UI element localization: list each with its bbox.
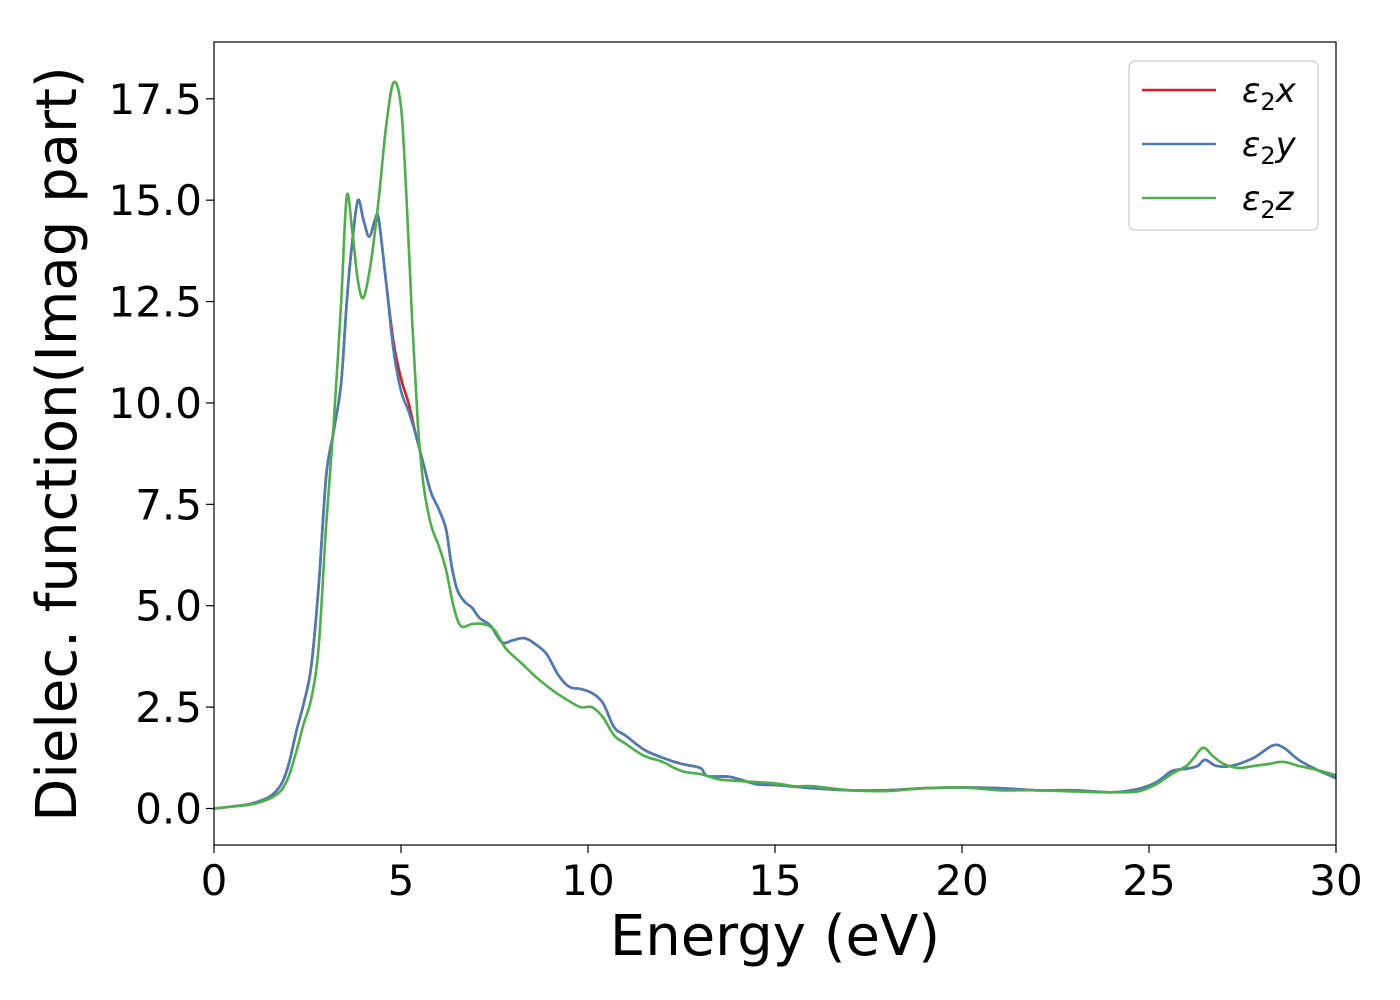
x-tick-label: 15	[748, 856, 801, 905]
series-line-x	[213, 198, 1337, 810]
x-tick-label: 5	[388, 856, 415, 905]
x-axis: 0 5 10 15 20 25 30	[201, 845, 1363, 905]
series-line-z	[213, 80, 1337, 810]
x-axis-title: Energy (eV)	[610, 904, 940, 969]
y-tick-label: 17.5	[108, 75, 202, 124]
legend-label-y: ε2y	[1242, 125, 1297, 170]
y-tick-label: 2.5	[135, 683, 202, 732]
y-tick-label: 12.5	[108, 278, 202, 327]
series-line-y	[213, 198, 1337, 810]
y-tick-label: 15.0	[108, 176, 202, 225]
y-tick-label: 0.0	[135, 785, 202, 834]
x-tick-label: 20	[935, 856, 988, 905]
legend-box	[1128, 60, 1319, 231]
y-axis: 0.0 2.5 5.0 7.5 10.0 12.5 15.0 17.5	[108, 75, 214, 834]
y-axis-title: Dielec. function(Imag part)	[25, 66, 90, 822]
y-tick-label: 7.5	[135, 480, 202, 529]
legend-label-z: ε2z	[1242, 179, 1295, 224]
legend: ε2x ε2y ε2z	[1128, 60, 1319, 231]
x-tick-label: 10	[561, 856, 614, 905]
x-tick-label: 30	[1309, 856, 1362, 905]
x-tick-label: 25	[1122, 856, 1175, 905]
x-tick-label: 0	[201, 856, 228, 905]
plot-lines	[213, 80, 1337, 810]
legend-label-x: ε2x	[1242, 71, 1297, 116]
y-tick-label: 10.0	[108, 379, 202, 428]
y-tick-label: 5.0	[135, 582, 202, 631]
